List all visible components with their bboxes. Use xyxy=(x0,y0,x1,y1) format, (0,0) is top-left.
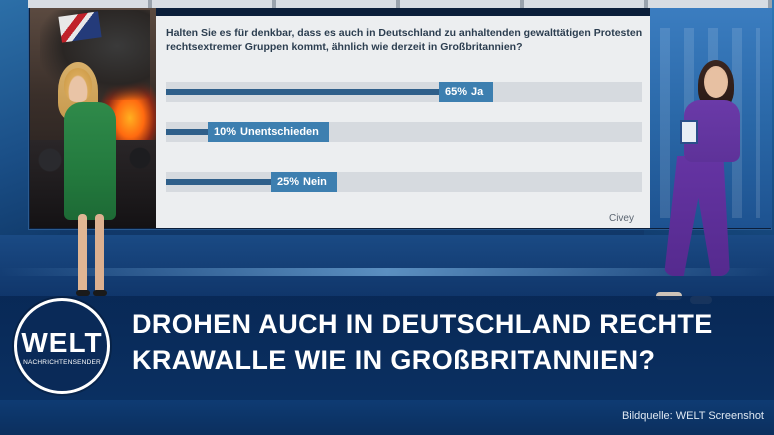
image-credit: Bildquelle: WELT Screenshot xyxy=(621,410,764,422)
poll-source: Civey xyxy=(608,213,634,224)
poll-percent: 10% xyxy=(214,126,237,138)
floor-light-strip xyxy=(0,268,774,276)
poll-percent: 65% xyxy=(445,86,468,98)
poll-option-label: Ja xyxy=(471,86,484,98)
poll-row-unentschieden: 10% Unentschieden xyxy=(166,122,642,142)
presenter-left-shoe xyxy=(93,290,107,296)
presenter-left-shoe xyxy=(76,290,90,296)
logo-subtitle: NACHRICHTENSENDER xyxy=(23,359,101,366)
presenter-right-tablet xyxy=(680,120,698,144)
union-flag-image xyxy=(58,11,102,43)
presenter-left-head xyxy=(64,68,92,102)
poll-bar xyxy=(166,179,271,185)
presenter-right-head xyxy=(704,66,728,98)
poll-bar xyxy=(166,89,439,95)
poll-option-label: Nein xyxy=(303,176,327,188)
poll-question: Halten Sie es für denkbar, dass es auch … xyxy=(166,27,643,53)
headline-line-1: DROHEN AUCH IN DEUTSCHLAND RECHTE xyxy=(132,309,713,339)
poll-row-ja: 65% Ja xyxy=(166,82,642,102)
presenter-left-leg xyxy=(95,214,104,294)
poll-tag: 10% Unentschieden xyxy=(208,122,329,142)
headline-line-2: KRAWALLE WIE IN GROßBRITANNIEN? xyxy=(132,345,656,375)
video-wall-top-frame xyxy=(28,0,772,8)
poll-tag: 25% Nein xyxy=(271,172,337,192)
poll-percent: 25% xyxy=(277,176,300,188)
bottom-strip xyxy=(0,400,774,435)
logo-wordmark: WELT xyxy=(21,327,103,358)
poll-bar xyxy=(166,129,208,135)
poll-row-nein: 25% Nein xyxy=(166,172,642,192)
poll-panel: Halten Sie es für denkbar, dass es auch … xyxy=(156,16,650,228)
lower-third-banner xyxy=(0,296,774,400)
welt-logo: WELT NACHRICHTENSENDER xyxy=(14,298,110,394)
poll-option-label: Unentschieden xyxy=(240,126,319,138)
poll-tag: 65% Ja xyxy=(439,82,494,102)
presenter-left-leg xyxy=(78,214,87,294)
presenter-left-green-dress xyxy=(64,102,116,220)
